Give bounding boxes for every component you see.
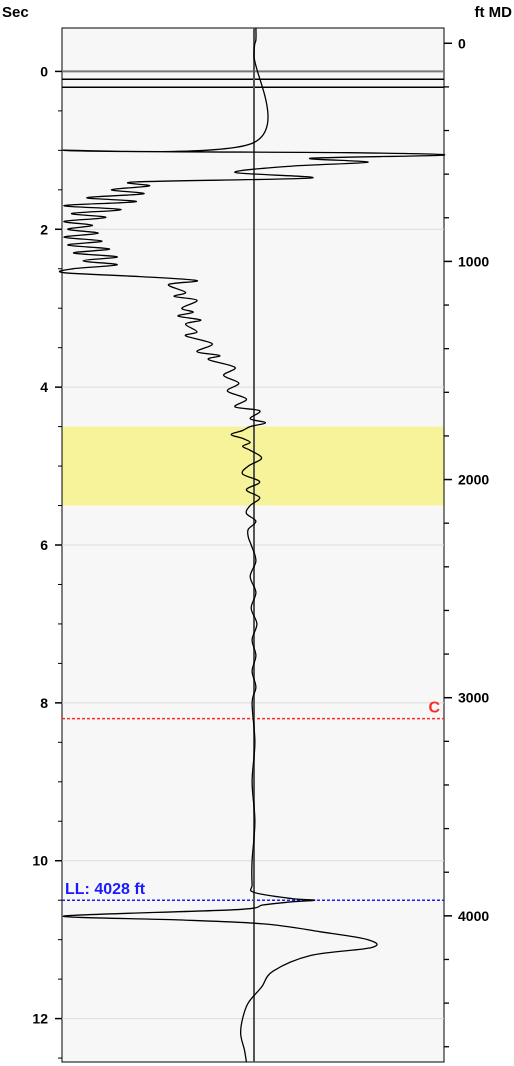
right-tick-label: 4000 <box>458 908 489 924</box>
right-axis-ticks: 0 1000 2000 3000 4000 <box>444 35 489 1048</box>
right-tick-label: 2000 <box>458 472 489 488</box>
left-tick-label: 2 <box>40 221 48 237</box>
left-tick-label: 4 <box>40 379 48 395</box>
left-tick-label: 0 <box>40 63 48 79</box>
right-tick-label: 1000 <box>458 253 489 269</box>
left-axis-ticks: 0 2 4 6 8 10 12 <box>32 63 62 1059</box>
left-tick-label: 6 <box>40 537 48 553</box>
left-tick-label: 10 <box>32 853 48 869</box>
right-axis-label: ft MD <box>475 4 513 21</box>
log-trace <box>58 27 446 1063</box>
left-tick-label: 12 <box>32 1011 48 1027</box>
right-tick-label: 0 <box>458 35 466 51</box>
marker-label: LL: 4028 ft <box>65 881 146 898</box>
left-axis-label: Sec <box>2 4 29 21</box>
marker-label: C <box>428 700 440 717</box>
left-tick-label: 8 <box>40 695 48 711</box>
right-tick-label: 3000 <box>458 690 489 706</box>
